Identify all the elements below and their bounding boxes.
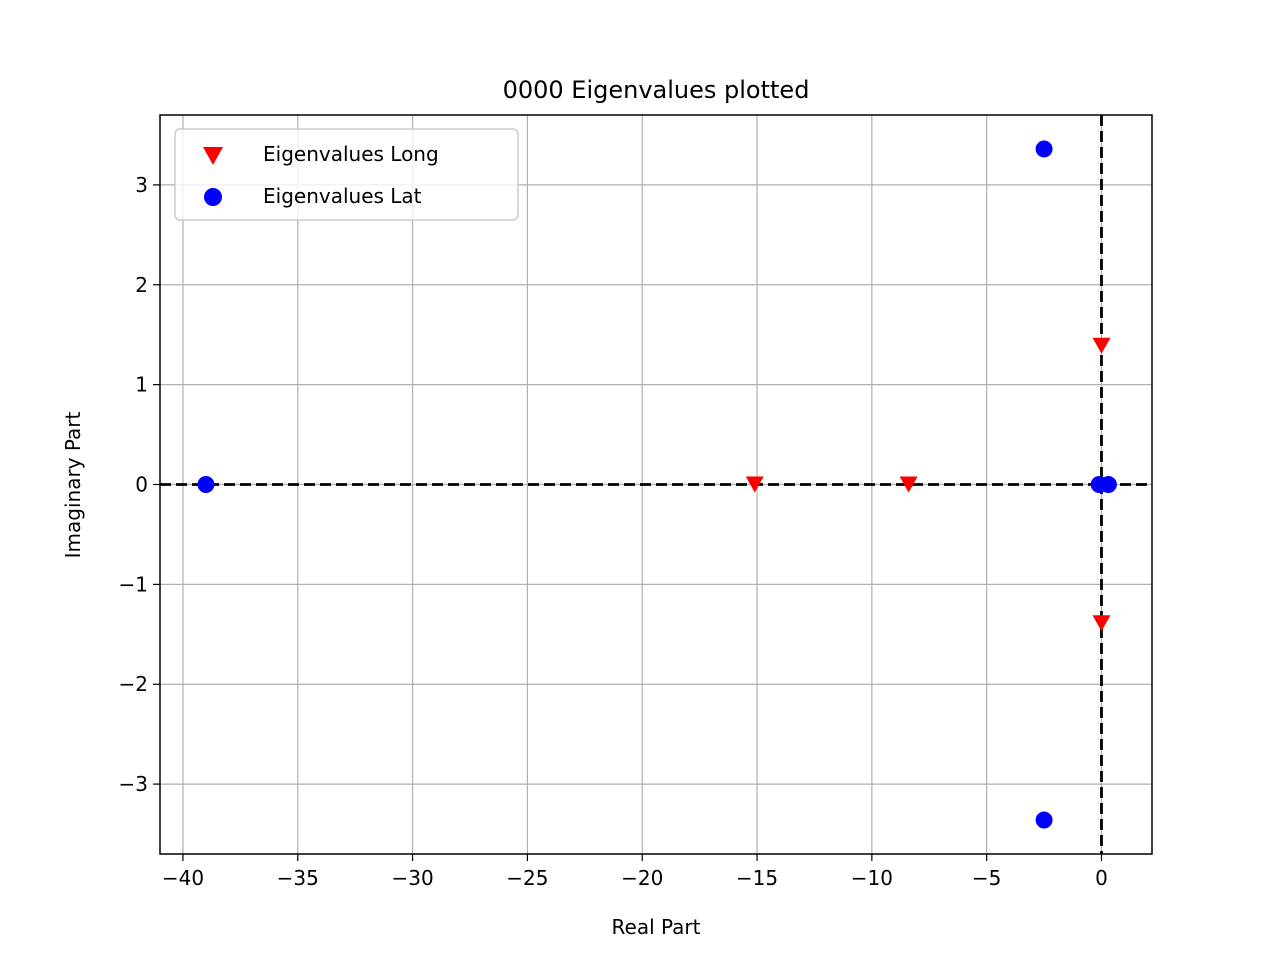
y-tick-label: −3 [119,772,148,796]
lat-eigenvalue-point [197,476,215,493]
y-tick-label: 2 [135,273,148,297]
x-tick-label: −40 [162,866,204,890]
legend-label-lat: Eigenvalues Lat [263,184,422,208]
x-axis-ticks: −40 −35 −30 −25 −20 −15 −10 −5 0 [162,854,1108,890]
x-tick-label: −5 [972,866,1001,890]
grid-lines [160,115,1152,854]
y-tick-label: 1 [135,373,148,397]
y-axis-label: Imaginary Part [61,411,85,558]
x-tick-label: −25 [506,866,548,890]
lat-eigenvalue-point [1099,476,1117,493]
legend: Eigenvalues Long Eigenvalues Lat [174,128,519,221]
x-tick-label: −35 [277,866,319,890]
y-tick-label: 0 [135,473,148,497]
x-axis-label: Real Part [612,915,701,939]
data-points [197,140,1117,829]
lat-eigenvalue-point [1035,140,1053,158]
y-axis-ticks: −3 −2 −1 0 1 2 3 [119,173,160,796]
x-tick-label: 0 [1095,866,1108,890]
y-tick-label: −1 [119,572,148,596]
legend-box [174,128,519,221]
y-tick-label: 3 [135,173,148,197]
lat-eigenvalue-point [1035,811,1053,829]
chart-title: 0000 Eigenvalues plotted [503,76,810,104]
x-tick-label: −10 [851,866,893,890]
long-eigenvalue-point [899,476,918,493]
x-tick-label: −30 [391,866,433,890]
long-eigenvalue-point [1092,337,1111,354]
legend-label-long: Eigenvalues Long [263,142,439,166]
long-eigenvalue-point [1092,615,1111,632]
long-eigenvalue-point [745,476,764,493]
x-tick-label: −20 [621,866,663,890]
legend-marker-lat [204,188,222,206]
y-tick-label: −2 [119,672,148,696]
legend-marker-long [203,147,223,165]
x-tick-label: −15 [736,866,778,890]
